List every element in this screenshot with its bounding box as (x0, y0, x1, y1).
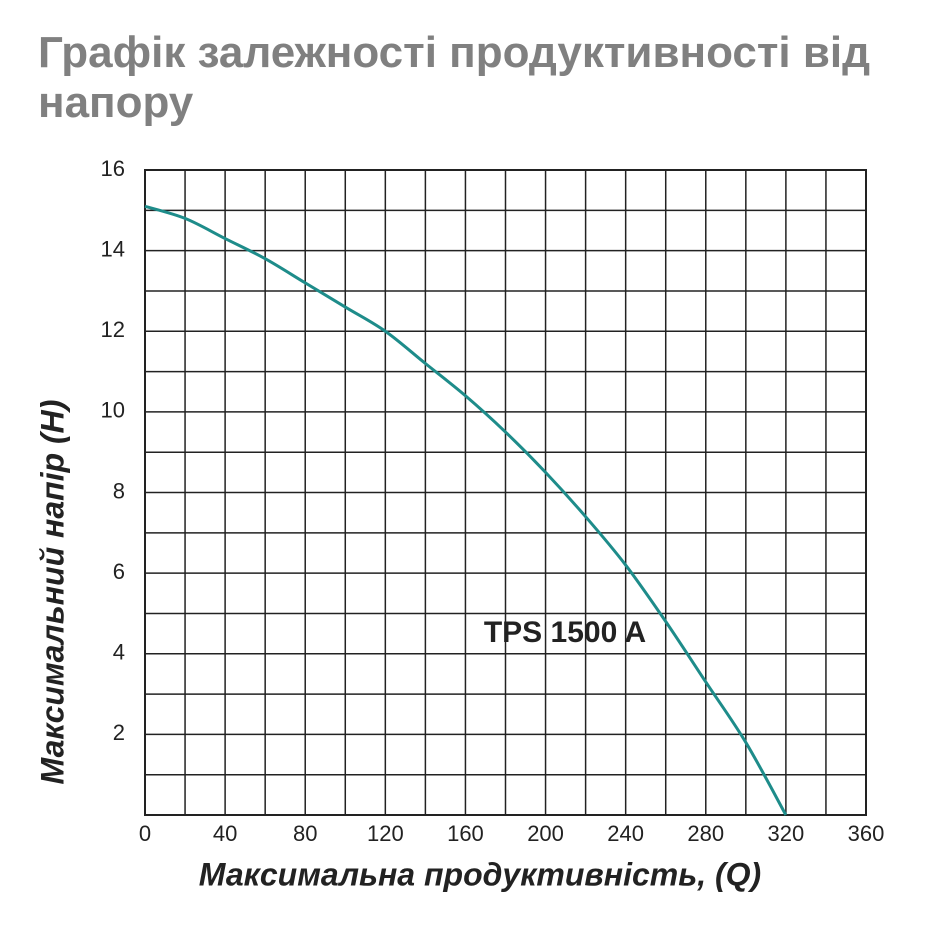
y-tick-label: 10 (101, 398, 125, 423)
x-tick-label: 0 (139, 821, 151, 846)
x-tick-label: 40 (213, 821, 237, 846)
series-label: TPS 1500 A (484, 616, 646, 649)
y-tick-label: 8 (113, 478, 125, 503)
x-tick-label: 320 (768, 821, 805, 846)
x-tick-label: 360 (848, 821, 885, 846)
y-tick-label: 14 (101, 236, 125, 261)
x-tick-label: 240 (607, 821, 644, 846)
line (144, 204, 788, 816)
y-tick-label: 16 (101, 156, 125, 181)
y-tick-label: 12 (101, 317, 125, 342)
x-axis-label: Максимальна продуктивність, (Q) (199, 856, 761, 892)
x-tick-label: 160 (447, 821, 484, 846)
x-tick-label: 200 (527, 821, 564, 846)
y-tick-label: 2 (113, 720, 125, 745)
x-tick-label: 120 (367, 821, 404, 846)
x-tick-label: 80 (293, 821, 317, 846)
y-tick-label: 4 (113, 640, 125, 665)
y-axis-label: Максимальний напір (H) (34, 400, 70, 785)
chart-title: Графік залежності продуктивності від нап… (38, 28, 871, 127)
plot-frame (144, 169, 867, 816)
y-tick-label: 6 (113, 559, 125, 584)
x-tick-label: 280 (687, 821, 724, 846)
